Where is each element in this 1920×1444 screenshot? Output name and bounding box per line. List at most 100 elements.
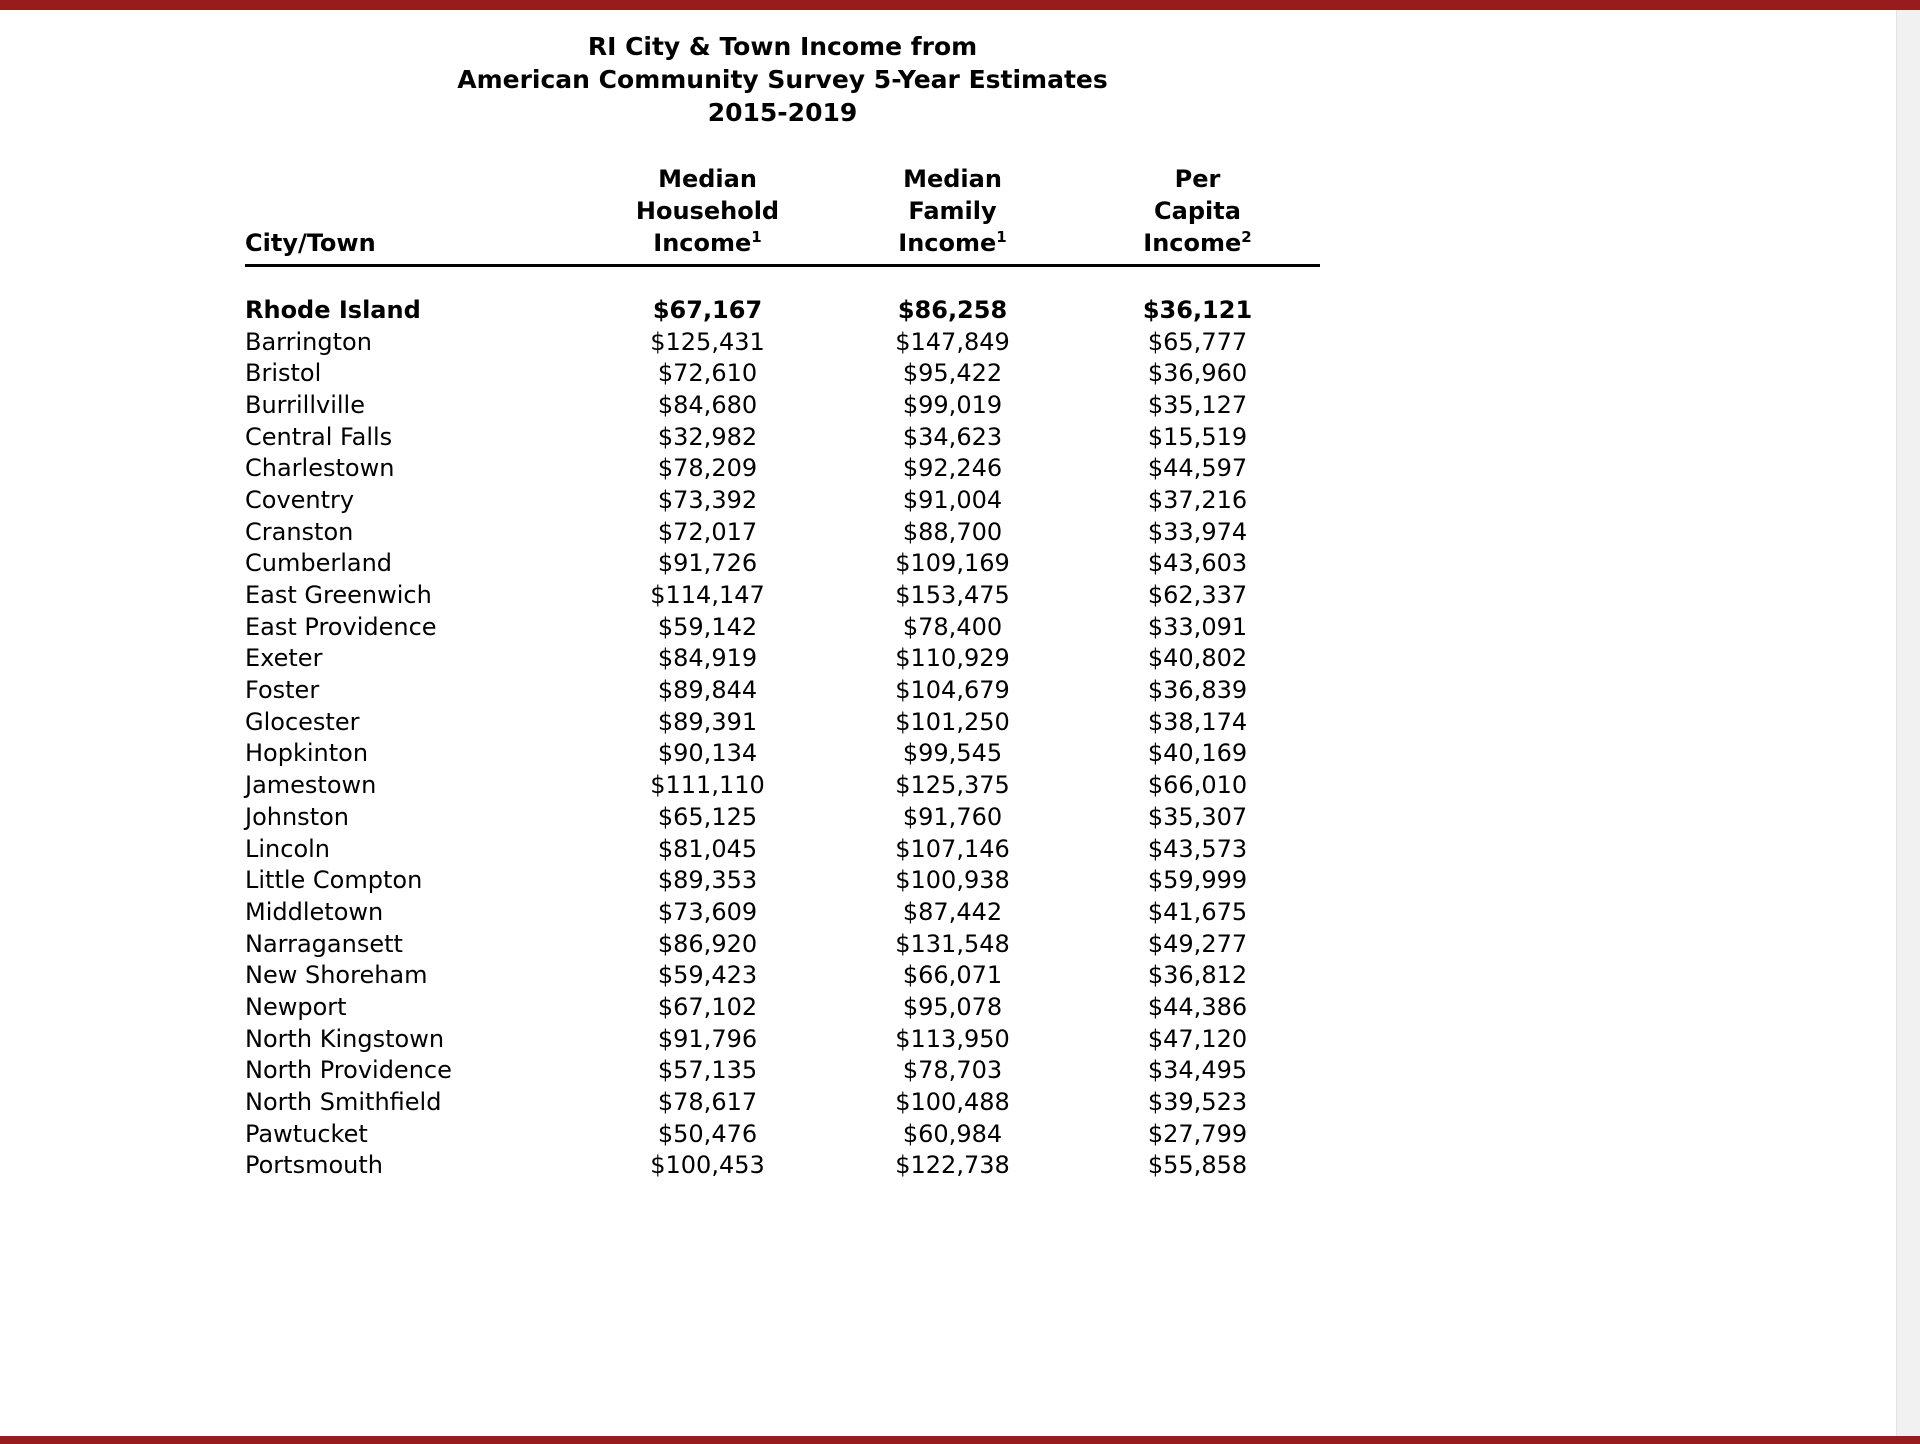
city-name: North Kingstown bbox=[245, 1024, 445, 1053]
city-name: Coventry bbox=[245, 485, 355, 514]
city-name: Cranston bbox=[245, 517, 354, 546]
bottom-accent-bar bbox=[0, 1436, 1920, 1444]
page-title-line-3: 2015-2019 bbox=[707, 98, 858, 127]
column-header-per-capita-income: Per Capita Income2 bbox=[1075, 163, 1320, 259]
per-capita-income-value: $35,307 bbox=[1147, 802, 1248, 831]
city-name: Newport bbox=[245, 992, 347, 1021]
column-header-city-town: City/Town bbox=[245, 227, 585, 259]
city-name: Charlestown bbox=[245, 454, 395, 483]
per-capita-income-value: $62,337 bbox=[1147, 581, 1248, 610]
median-household-income-value: $125,431 bbox=[650, 327, 765, 356]
median-household-income-value: $67,102 bbox=[657, 992, 758, 1021]
city-name: Johnston bbox=[245, 802, 349, 831]
per-capita-income-value: $33,091 bbox=[1147, 612, 1248, 641]
median-household-income-value: $111,110 bbox=[650, 771, 765, 800]
median-family-income-value: $109,169 bbox=[895, 549, 1010, 578]
median-family-income-value: $110,929 bbox=[895, 644, 1010, 673]
table-row: Exeter $84,919 $110,929 $40,802 bbox=[245, 643, 1320, 675]
per-capita-income-value: $38,174 bbox=[1147, 707, 1248, 736]
median-family-income-value: $125,375 bbox=[895, 771, 1010, 800]
median-household-income-value: $84,680 bbox=[657, 390, 758, 419]
table-row: Portsmouth $100,453 $122,738 $55,858 bbox=[245, 1150, 1320, 1182]
header-line-text: Income bbox=[653, 229, 752, 257]
per-capita-income-value: $39,523 bbox=[1147, 1088, 1248, 1117]
column-header-median-household-income: Median Household Income1 bbox=[585, 163, 830, 259]
per-capita-income-value: $34,495 bbox=[1147, 1056, 1248, 1085]
table-row: Bristol $72,610 $95,422 $36,960 bbox=[245, 357, 1320, 389]
table-row: Burrillville $84,680 $99,019 $35,127 bbox=[245, 389, 1320, 421]
median-family-income-value: $66,071 bbox=[902, 961, 1003, 990]
header-line: Median bbox=[903, 165, 1002, 193]
per-capita-income-value: $36,839 bbox=[1147, 676, 1248, 705]
scrollbar-track[interactable] bbox=[1896, 10, 1920, 1436]
table-row: Hopkinton $90,134 $99,545 $40,169 bbox=[245, 738, 1320, 770]
header-line: Per bbox=[1174, 165, 1221, 193]
median-family-income-value: $107,146 bbox=[895, 834, 1010, 863]
median-family-income-value: $100,488 bbox=[895, 1088, 1010, 1117]
table-row: Jamestown $111,110 $125,375 $66,010 bbox=[245, 769, 1320, 801]
median-family-income-value: $104,679 bbox=[895, 676, 1010, 705]
median-family-income-value: $131,548 bbox=[895, 929, 1010, 958]
table-row: Newport $67,102 $95,078 $44,386 bbox=[245, 991, 1320, 1023]
median-family-income-value: $88,700 bbox=[902, 517, 1003, 546]
per-capita-income-value: $37,216 bbox=[1147, 485, 1248, 514]
table-row: Pawtucket $50,476 $60,984 $27,799 bbox=[245, 1118, 1320, 1150]
median-household-income-value: $91,796 bbox=[657, 1024, 758, 1053]
median-household-income-value: $89,844 bbox=[657, 676, 758, 705]
per-capita-income-value: $36,812 bbox=[1147, 961, 1248, 990]
median-family-income-value: $78,703 bbox=[902, 1056, 1003, 1085]
per-capita-income-value: $59,999 bbox=[1147, 866, 1248, 895]
per-capita-income-value: $65,777 bbox=[1147, 327, 1248, 356]
table-row: North Providence $57,135 $78,703 $34,495 bbox=[245, 1055, 1320, 1087]
city-name: Burrillville bbox=[245, 390, 365, 419]
per-capita-income-value: $27,799 bbox=[1147, 1119, 1248, 1148]
median-family-income-value: $122,738 bbox=[895, 1151, 1010, 1180]
table-row: Cranston $72,017 $88,700 $33,974 bbox=[245, 516, 1320, 548]
city-name: North Smithfield bbox=[245, 1088, 442, 1117]
table-row: North Smithfield $78,617 $100,488 $39,52… bbox=[245, 1086, 1320, 1118]
median-household-income-value: $32,982 bbox=[657, 422, 758, 451]
per-capita-income-value: $35,127 bbox=[1147, 390, 1248, 419]
per-capita-income-value: $36,121 bbox=[1142, 295, 1253, 324]
table-row: North Kingstown $91,796 $113,950 $47,120 bbox=[245, 1023, 1320, 1055]
median-family-income-value: $99,545 bbox=[902, 739, 1003, 768]
header-line-text: Income bbox=[1143, 229, 1242, 257]
page-title-line-2: American Community Survey 5-Year Estimat… bbox=[457, 65, 1108, 94]
median-family-income-value: $92,246 bbox=[902, 454, 1003, 483]
median-household-income-value: $86,920 bbox=[657, 929, 758, 958]
per-capita-income-value: $43,603 bbox=[1147, 549, 1248, 578]
document-content: RI City & Town Income from American Comm… bbox=[245, 30, 1320, 1181]
city-name: North Providence bbox=[245, 1056, 452, 1085]
per-capita-income-value: $44,597 bbox=[1147, 454, 1248, 483]
per-capita-income-value: $40,169 bbox=[1147, 739, 1248, 768]
header-line: Family bbox=[908, 197, 997, 225]
median-family-income-value: $100,938 bbox=[895, 866, 1010, 895]
footnote-marker-2: 2 bbox=[1241, 228, 1252, 246]
page-title-line-1: RI City & Town Income from bbox=[587, 32, 978, 61]
table-row: New Shoreham $59,423 $66,071 $36,812 bbox=[245, 959, 1320, 991]
city-name: East Greenwich bbox=[245, 581, 432, 610]
header-line: Income2 bbox=[1075, 227, 1320, 259]
table-row: Central Falls $32,982 $34,623 $15,519 bbox=[245, 421, 1320, 453]
median-household-income-value: $114,147 bbox=[650, 581, 765, 610]
median-family-income-value: $99,019 bbox=[902, 390, 1003, 419]
median-household-income-value: $81,045 bbox=[657, 834, 758, 863]
median-household-income-value: $89,353 bbox=[657, 866, 758, 895]
city-name: New Shoreham bbox=[245, 961, 428, 990]
table-row: Barrington $125,431 $147,849 $65,777 bbox=[245, 326, 1320, 358]
table-body: Rhode Island $67,167 $86,258 $36,121 Bar… bbox=[245, 294, 1320, 1181]
city-name: Middletown bbox=[245, 897, 384, 926]
median-household-income-value: $59,423 bbox=[657, 961, 758, 990]
column-header-city-town-label: City/Town bbox=[245, 229, 376, 257]
median-household-income-value: $50,476 bbox=[657, 1119, 758, 1148]
city-name: Rhode Island bbox=[245, 295, 421, 324]
table-row: Charlestown $78,209 $92,246 $44,597 bbox=[245, 452, 1320, 484]
median-family-income-value: $91,004 bbox=[902, 485, 1003, 514]
median-family-income-value: $153,475 bbox=[895, 581, 1010, 610]
median-family-income-value: $78,400 bbox=[902, 612, 1003, 641]
median-household-income-value: $89,391 bbox=[657, 707, 758, 736]
city-name: Glocester bbox=[245, 707, 360, 736]
median-family-income-value: $91,760 bbox=[902, 802, 1003, 831]
median-household-income-value: $67,167 bbox=[652, 295, 763, 324]
